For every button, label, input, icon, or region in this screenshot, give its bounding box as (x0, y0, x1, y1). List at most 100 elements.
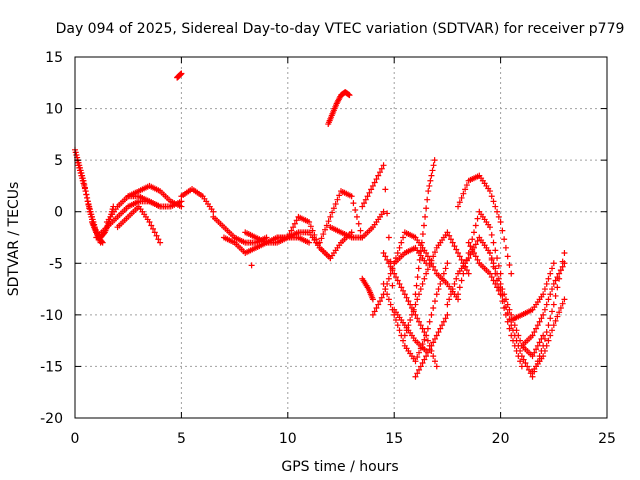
data-point (433, 332, 440, 339)
data-point (467, 243, 474, 250)
data-point (382, 253, 389, 260)
series-track-08 (174, 70, 185, 81)
data-point (84, 194, 91, 201)
data-point (549, 265, 556, 272)
data-point (447, 236, 454, 243)
data-point (492, 265, 499, 272)
data-point (518, 353, 525, 360)
data-point (306, 239, 313, 246)
y-tick-label: -10 (40, 308, 63, 324)
data-point (375, 172, 382, 179)
data-point (550, 260, 557, 267)
data-point (290, 224, 297, 231)
data-point (541, 347, 548, 354)
data-point (86, 205, 93, 212)
data-point (458, 277, 465, 284)
data-point (488, 255, 495, 262)
chart-title: Day 094 of 2025, Sidereal Day-to-day VTE… (56, 21, 625, 37)
data-point (421, 275, 428, 282)
data-point (431, 358, 438, 365)
y-tick-label: 10 (45, 102, 63, 118)
data-point (520, 356, 527, 363)
data-point (545, 322, 552, 329)
data-point (495, 213, 502, 220)
data-point (384, 256, 391, 263)
data-point (458, 194, 465, 201)
data-point (421, 336, 428, 343)
data-point (382, 186, 389, 193)
data-point (506, 306, 513, 313)
data-point (392, 317, 399, 324)
data-point (391, 260, 398, 267)
data-point (431, 157, 438, 164)
data-point (550, 322, 557, 329)
data-point (455, 203, 462, 210)
data-point (327, 213, 334, 220)
data-point (490, 198, 497, 205)
data-point (463, 182, 470, 189)
data-point (490, 277, 497, 284)
data-point (462, 186, 469, 193)
data-point (449, 239, 456, 246)
data-point (392, 274, 399, 281)
data-point (510, 327, 517, 334)
data-point (472, 241, 479, 248)
data-point (334, 196, 341, 203)
data-point (419, 359, 426, 366)
data-point (421, 329, 428, 336)
data-point (522, 359, 529, 366)
data-point (453, 246, 460, 253)
data-point (362, 196, 369, 203)
data-point (389, 282, 396, 289)
data-point (412, 301, 419, 308)
series-track-07 (125, 182, 185, 210)
data-point (419, 325, 426, 332)
data-point (380, 208, 387, 215)
data-point (423, 260, 430, 267)
series-track-26 (412, 157, 438, 298)
data-point (455, 291, 462, 298)
data-point (444, 260, 451, 267)
series-track-06 (114, 203, 164, 246)
data-point (291, 220, 298, 227)
data-point (416, 256, 423, 263)
data-point (396, 244, 403, 251)
data-point (323, 222, 330, 229)
data-point (504, 310, 511, 317)
data-point (361, 200, 368, 207)
series-track-09 (178, 186, 217, 215)
data-point (545, 275, 552, 282)
data-point (389, 267, 396, 274)
data-point (488, 274, 495, 281)
data-point (357, 227, 364, 234)
x-tick-label: 5 (177, 431, 186, 447)
series-track-31 (465, 239, 525, 370)
data-point (99, 239, 106, 246)
data-point (330, 205, 337, 212)
data-point (453, 275, 460, 282)
data-point (511, 332, 518, 339)
data-point (490, 260, 497, 267)
data-point (403, 294, 410, 301)
data-point (401, 291, 408, 298)
data-point (554, 313, 561, 320)
data-point (472, 253, 479, 260)
data-point (423, 332, 430, 339)
data-point (541, 286, 548, 293)
x-tick-label: 20 (492, 431, 510, 447)
data-point (502, 304, 509, 311)
data-point (439, 322, 446, 329)
data-point (517, 358, 524, 365)
data-point (508, 322, 515, 329)
data-point (355, 220, 362, 227)
data-point (545, 337, 552, 344)
data-point (430, 253, 437, 260)
data-point (497, 286, 504, 293)
data-point (415, 265, 422, 272)
data-point (424, 337, 431, 344)
data-point (431, 298, 438, 305)
data-point (529, 332, 536, 339)
data-point (456, 253, 463, 260)
data-point (408, 311, 415, 318)
data-point (430, 263, 437, 270)
